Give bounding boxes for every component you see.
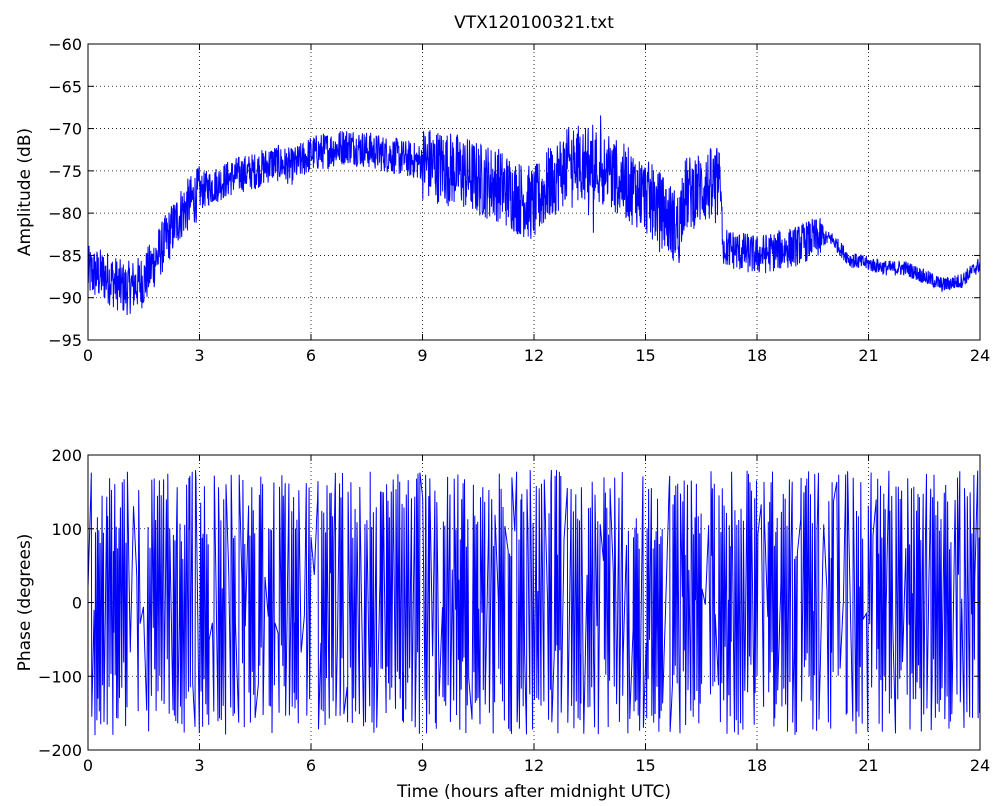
y-tick-label: −65 [48, 77, 82, 96]
phase-axes-frame [87, 454, 981, 751]
y-tick-label: −90 [48, 289, 82, 308]
y-tick-label: 200 [51, 446, 82, 465]
y-tick-label: −85 [48, 246, 82, 265]
x-tick-label: 3 [194, 756, 204, 775]
y-tick-label: 0 [72, 594, 82, 613]
y-tick-label: −80 [48, 204, 82, 223]
chart-title: VTX120100321.txt [454, 13, 614, 33]
x-tick-label: 12 [524, 756, 544, 775]
x-tick-label: 15 [635, 756, 655, 775]
y-tick-label: −75 [48, 162, 82, 181]
x-tick-label: 18 [747, 346, 767, 365]
amplitude-trace [87, 115, 981, 316]
x-tick-label: 0 [83, 346, 93, 365]
y-tick-label: −70 [48, 120, 82, 139]
y-tick-label: 100 [51, 520, 82, 539]
phase-series-line [87, 469, 981, 736]
x-tick-label: 0 [83, 756, 93, 775]
y-tick-label: −200 [38, 741, 82, 760]
y-tick-label: −60 [48, 35, 82, 54]
phase-trace [87, 469, 981, 736]
phase-plot: 0 3 6 9 12 15 18 21 24 −200 −100 0 100 200 Phase (deg… [15, 446, 990, 802]
y-tick-label: −95 [48, 331, 82, 350]
x-tick-label: 15 [635, 346, 655, 365]
x-tick-label: 3 [194, 346, 204, 365]
x-tick-label: 24 [970, 756, 990, 775]
x-tick-label: 18 [747, 756, 767, 775]
amplitude-y-axis-label: Amplitude (dB) [15, 128, 35, 256]
x-tick-label: 9 [417, 756, 427, 775]
x-tick-label: 9 [417, 346, 427, 365]
x-tick-label: 21 [858, 756, 878, 775]
x-tick-label: 21 [858, 346, 878, 365]
time-x-axis-label: Time (hours after midnight UTC) [396, 782, 671, 802]
amplitude-ticks: 0 3 6 9 12 15 18 21 24 −95 −90 −85 −80 −75 −70 −65 −60 [48, 35, 990, 365]
x-tick-label: 24 [970, 346, 990, 365]
amplitude-series-line [87, 115, 981, 316]
x-tick-label: 6 [306, 756, 316, 775]
phase-ticks: 0 3 6 9 12 15 18 21 24 −200 −100 0 100 200 [38, 446, 990, 775]
amplitude-axes-frame [87, 43, 981, 341]
x-tick-label: 12 [524, 346, 544, 365]
x-tick-label: 6 [306, 346, 316, 365]
amplitude-plot: VTX120100321.txt 0 3 6 9 12 15 18 21 24 −95 −90 −85… [15, 13, 990, 365]
phase-grid [88, 455, 980, 750]
phase-y-axis-label: Phase (degrees) [15, 534, 35, 672]
y-tick-label: −100 [38, 667, 82, 686]
